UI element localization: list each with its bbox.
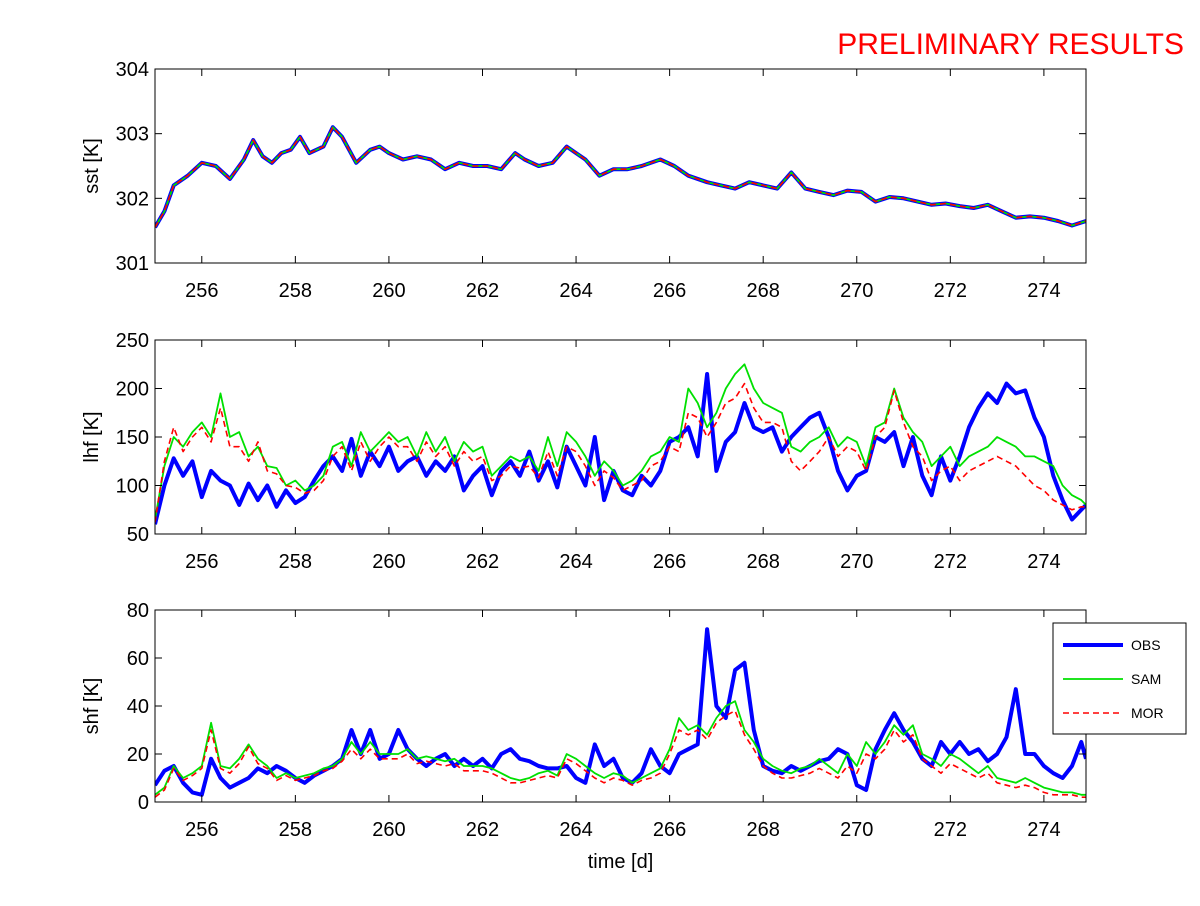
x-tick-label: 274: [1027, 551, 1060, 573]
series-line-mor: [155, 126, 1086, 228]
x-tick-label: 264: [559, 280, 592, 302]
x-tick-label: 268: [747, 819, 780, 841]
x-tick-label: 268: [747, 280, 780, 302]
y-tick-label: 40: [127, 696, 149, 718]
y-tick-label: 250: [116, 330, 149, 352]
y-tick-label: 0: [138, 792, 149, 814]
series-group: [155, 125, 1086, 229]
x-tick-label: 262: [466, 551, 499, 573]
series-group: [155, 627, 1086, 798]
subplot-1: 256 258 260 262 264 266 268 270 272 274 301 302 303 3…: [81, 59, 1087, 302]
legend: OBS SAM MOR: [1052, 622, 1187, 735]
series-line-mor: [155, 710, 1086, 798]
y-tick-label: 304: [116, 59, 149, 81]
x-tick-label: 262: [466, 819, 499, 841]
x-tick-label: 256: [185, 551, 218, 573]
y-tick-label: 50: [127, 524, 149, 546]
x-tick-label: 262: [466, 280, 499, 302]
y-tick-label: 303: [116, 124, 149, 146]
plot-area: [155, 340, 1086, 534]
x-tick-label: 264: [559, 819, 592, 841]
x-tick-label: 258: [279, 280, 312, 302]
x-tick-label: 268: [747, 551, 780, 573]
x-tick-label: 274: [1027, 280, 1060, 302]
x-tick-label: 260: [372, 280, 405, 302]
y-tick-label: 80: [127, 600, 149, 622]
subplot-2: 256 258 260 262 264 266 268 270 272 274 50 100 150 20…: [81, 330, 1087, 573]
x-tick-label: 256: [185, 819, 218, 841]
x-tick-label: 266: [653, 819, 686, 841]
x-tick-label: 260: [372, 819, 405, 841]
x-tick-label: 272: [934, 551, 967, 573]
x-tick-label: 270: [840, 280, 873, 302]
axes-box: [154, 68, 1087, 264]
series-line-sam: [155, 363, 1086, 520]
y-tick-label: 20: [127, 744, 149, 766]
y-tick-label: 150: [116, 427, 149, 449]
x-tick-label: 270: [840, 819, 873, 841]
y-axis-label: shf [K]: [81, 678, 103, 735]
legend-label-sam: SAM: [1131, 671, 1161, 687]
subplot-3: 256 258 260 262 264 266 268 270 272 274 0 20 40 60 80 s…: [81, 600, 1187, 873]
series-group: [155, 363, 1086, 525]
series-line-obs: [155, 627, 1086, 797]
plot-area: [155, 69, 1086, 263]
x-tick-label: 272: [934, 280, 967, 302]
y-axis-label: sst [K]: [81, 138, 103, 194]
y-tick-label: 302: [116, 188, 149, 210]
x-tick-label: 264: [559, 551, 592, 573]
y-tick-label: 60: [127, 648, 149, 670]
series-line-sam: [155, 700, 1086, 796]
series-line-obs: [155, 372, 1086, 525]
x-axis-label: time [d]: [588, 851, 654, 873]
y-tick-label: 100: [116, 476, 149, 498]
x-tick-label: 266: [653, 551, 686, 573]
preliminary-banner: PRELIMINARY RESULTS: [837, 28, 1184, 61]
x-tick-label: 260: [372, 551, 405, 573]
legend-label-obs: OBS: [1131, 637, 1161, 653]
x-tick-label: 274: [1027, 819, 1060, 841]
x-tick-label: 258: [279, 551, 312, 573]
x-tick-label: 256: [185, 280, 218, 302]
x-tick-label: 258: [279, 819, 312, 841]
y-tick-label: 200: [116, 379, 149, 401]
legend-label-mor: MOR: [1131, 705, 1164, 721]
y-axis-label: lhf [K]: [81, 411, 103, 462]
y-tick-label: 301: [116, 253, 149, 275]
x-tick-label: 272: [934, 819, 967, 841]
x-tick-label: 270: [840, 551, 873, 573]
x-tick-label: 266: [653, 280, 686, 302]
